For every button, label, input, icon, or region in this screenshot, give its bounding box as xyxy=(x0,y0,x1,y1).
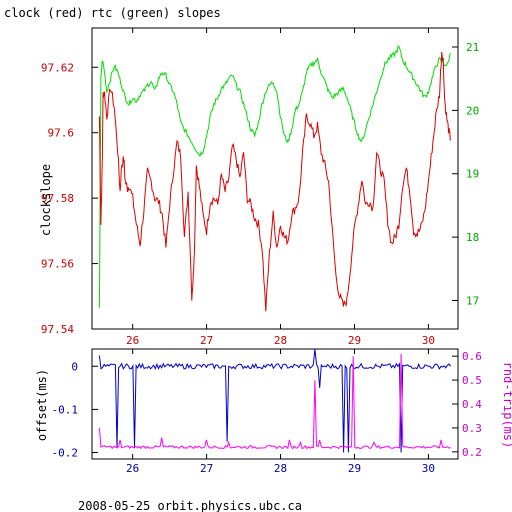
red-series xyxy=(98,51,452,312)
top-plot: 26 27 28 29 30 97.54 97.56 97.58 97.6 97.62 17 18 19… xyxy=(41,27,479,347)
bottom-right-y-tick-label: 0.3 xyxy=(462,422,482,435)
top-x-tick-label: 29 xyxy=(348,334,361,347)
bottom-left-y-tick-label: -0.2 xyxy=(52,447,79,460)
top-right-y-tick-label: 21 xyxy=(466,41,479,54)
chart-title: clock (red) rtc (green) slopes xyxy=(4,6,221,20)
top-x-tick-label: 26 xyxy=(126,334,139,347)
bottom-right-y-tick-label: 0.2 xyxy=(462,446,482,459)
bottom-x-tick-label: 29 xyxy=(348,462,361,475)
green-rtc-slope-line xyxy=(98,45,452,308)
top-x-tick-label: 27 xyxy=(200,334,213,347)
bottom-x-tick-label: 30 xyxy=(422,462,435,475)
top-right-y-tick-label: 18 xyxy=(466,231,479,244)
red-clock-slope-line xyxy=(98,51,452,312)
bottom-left-y-axis-label: offset(ms) xyxy=(35,369,49,441)
top-right-y-tick-label: 17 xyxy=(466,294,479,307)
blue-series xyxy=(98,348,452,453)
top-x-tick-label: 30 xyxy=(422,334,435,347)
top-right-y-tick-label: 19 xyxy=(466,168,479,181)
top-left-y-tick-label: 97.58 xyxy=(41,192,74,205)
magenta-series xyxy=(98,353,451,450)
blue-offset-line xyxy=(98,348,452,453)
top-left-y-tick-label: 97.62 xyxy=(41,61,74,74)
top-axes: 26 27 28 29 30 97.54 97.56 97.58 97.6 97.62 17 18 19… xyxy=(41,28,479,347)
bottom-right-y-axis-label: rnd-trip(ms) xyxy=(501,362,512,449)
bottom-left-y-tick-label: 0 xyxy=(71,360,78,373)
bottom-axes: 26 27 28 29 30 0 -0.1 -0.2 0.2 0.3 0.4 0.5 0.6 xyxy=(52,349,482,475)
green-series xyxy=(98,45,452,308)
top-x-tick-label: 28 xyxy=(274,334,287,347)
bottom-right-y-tick-label: 0.6 xyxy=(462,350,482,363)
bottom-plot: 26 27 28 29 30 0 -0.1 -0.2 0.2 0.3 0.4 0.5 0.6 xyxy=(52,348,482,475)
top-right-y-tick-label: 20 xyxy=(466,104,479,117)
bottom-right-y-tick-label: 0.4 xyxy=(462,398,482,411)
top-left-y-tick-label: 97.56 xyxy=(41,258,74,271)
bottom-x-tick-label: 26 xyxy=(126,462,139,475)
bottom-x-tick-label: 28 xyxy=(274,462,287,475)
bottom-right-y-tick-label: 0.5 xyxy=(462,374,482,387)
footer-text: 2008-05-25 orbit.physics.ubc.ca xyxy=(78,499,302,512)
magenta-round-trip-line xyxy=(98,353,451,450)
bottom-left-y-tick-label: -0.1 xyxy=(52,403,79,416)
top-left-y-tick-label: 97.6 xyxy=(48,127,75,140)
top-plot-frame xyxy=(91,27,459,330)
bottom-x-tick-label: 27 xyxy=(200,462,213,475)
top-y-axis-label: clockslope xyxy=(39,164,53,236)
top-left-y-tick-label: 97.54 xyxy=(41,323,74,336)
